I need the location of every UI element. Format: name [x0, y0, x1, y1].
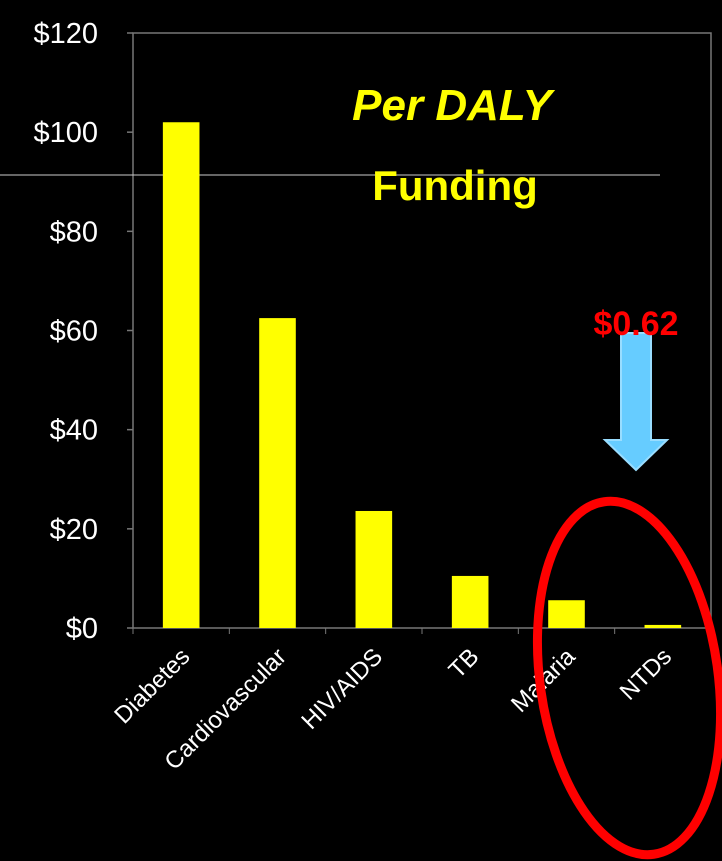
value-label: $0.62 — [593, 305, 678, 343]
y-tick-label: $120 — [33, 18, 98, 50]
bar — [548, 600, 585, 628]
bar — [451, 575, 489, 628]
bar — [259, 318, 296, 628]
y-tick-label: $80 — [50, 216, 98, 248]
highlight-circle — [532, 496, 722, 860]
y-tick-label: $0 — [66, 613, 98, 645]
chart-title: Funding — [372, 162, 538, 209]
y-tick-label: $40 — [50, 415, 98, 447]
arrow — [602, 332, 670, 472]
bar — [162, 122, 200, 628]
y-tick-label: $60 — [50, 316, 98, 348]
bar — [355, 510, 393, 628]
y-tick-label: $100 — [33, 117, 98, 149]
y-tick-label: $20 — [50, 514, 98, 546]
chart-title: Per DALY — [352, 81, 555, 130]
bar — [644, 624, 682, 628]
